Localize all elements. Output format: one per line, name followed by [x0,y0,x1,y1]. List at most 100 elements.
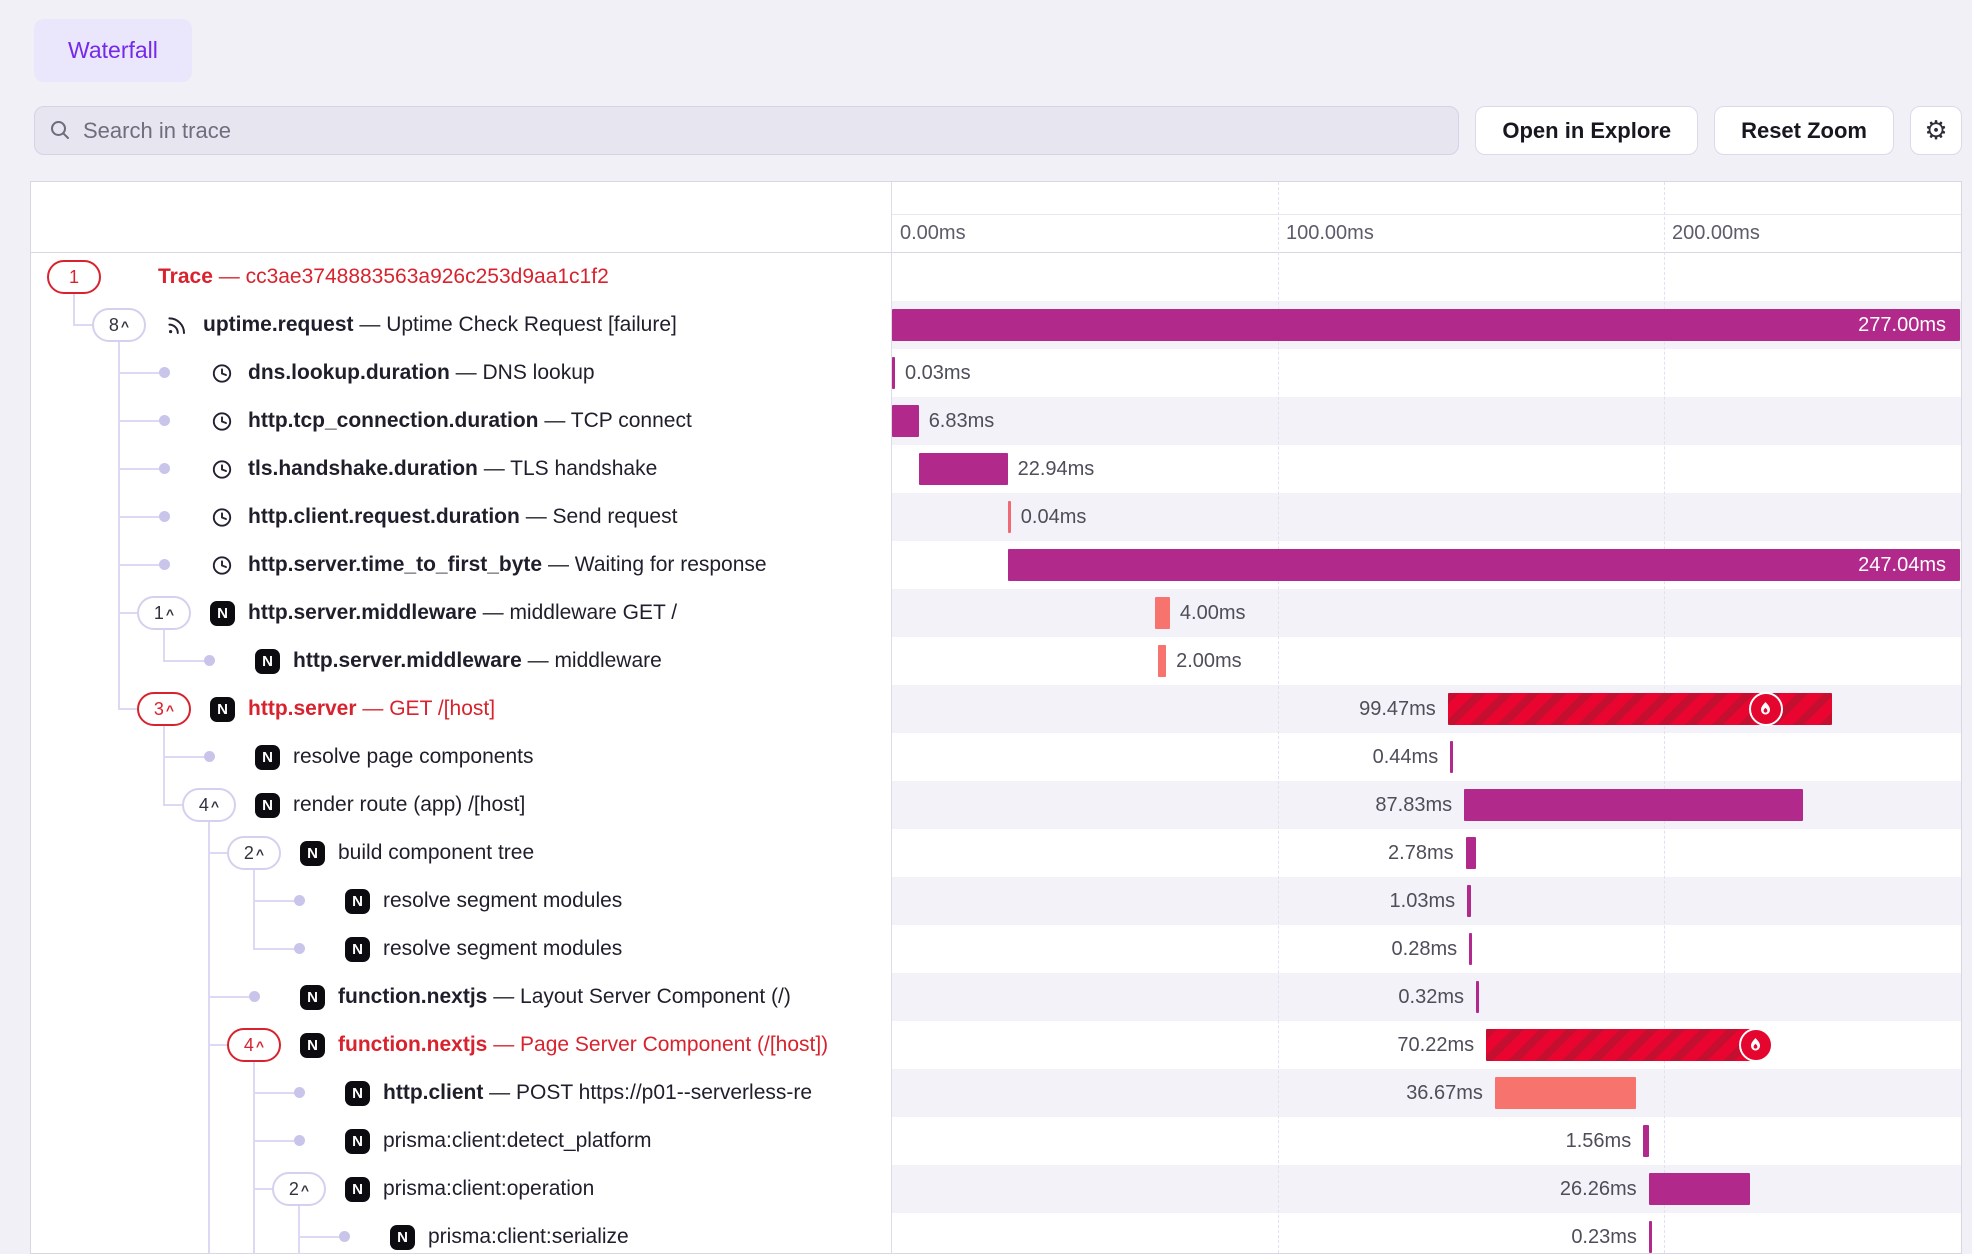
span-row[interactable]: 8 ^ uptime.request — Uptime Check Request … [31,301,1961,349]
tab-waterfall[interactable]: Waterfall [34,19,192,82]
duration-bar[interactable] [1494,1077,1637,1109]
duration-bar[interactable] [1643,1125,1650,1157]
span-row[interactable]: 1 Trace — cc3ae3748883563a926c253d9aa1c1f… [31,253,1961,301]
duration-bar[interactable] [1465,837,1477,869]
duration-bar[interactable] [1007,501,1011,533]
span-timeline-cell[interactable]: 0.03ms [891,349,1961,397]
span-row[interactable]: http.tcp_connection.duration — TCP conne… [31,397,1961,445]
span-row[interactable]: dns.lookup.duration — DNS lookup 0.03ms [31,349,1961,397]
span-timeline-cell[interactable]: 36.67ms [891,1069,1961,1117]
span-children-badge[interactable]: 1 [47,260,101,294]
span-timeline-cell[interactable]: 0.44ms [891,733,1961,781]
span-label: function.nextjs — Layout Server Componen… [338,985,791,1008]
span-timeline-cell[interactable]: 247.04ms [891,541,1961,589]
span-timeline-cell[interactable]: 22.94ms [891,445,1961,493]
span-timeline-cell[interactable] [891,253,1961,301]
duration-bar[interactable] [1158,645,1166,677]
span-label: build component tree [338,841,535,864]
open-in-explore-button[interactable]: Open in Explore [1475,106,1699,155]
span-timeline-cell[interactable]: 0.28ms [891,925,1961,973]
duration-bar[interactable] [1648,1173,1750,1205]
span-children-badge[interactable]: 4 ^ [182,788,236,822]
settings-button[interactable]: ⚙ [1910,106,1962,155]
span-timeline-cell[interactable]: 2.00ms [891,637,1961,685]
span-row[interactable]: tls.handshake.duration — TLS handshake 22… [31,445,1961,493]
span-timeline-cell[interactable]: 1.56ms [891,1117,1961,1165]
span-children-badge[interactable]: 2 ^ [272,1172,326,1206]
search-input[interactable] [34,106,1460,155]
span-timeline-cell[interactable]: 26.26ms [891,1165,1961,1213]
duration-bar[interactable] [1008,549,1960,581]
span-row[interactable]: http.server.time_to_first_byte — Waiting… [31,541,1961,589]
duration-bar[interactable] [919,453,1008,485]
span-tree-cell[interactable]: http.server.time_to_first_byte — Waiting… [31,541,891,589]
duration-bar[interactable] [1469,933,1473,965]
span-timeline-cell[interactable]: 99.47ms [891,685,1961,733]
span-timeline-cell[interactable]: 277.00ms [891,301,1961,349]
duration-bar[interactable] [1467,885,1472,917]
span-timeline-cell[interactable]: 6.83ms [891,397,1961,445]
span-tree-cell[interactable]: 8 ^ uptime.request — Uptime Check Request … [31,301,891,349]
span-timeline-cell[interactable]: 70.22ms [891,1021,1961,1069]
slow-span-flame-badge[interactable] [1748,692,1783,726]
span-timeline-cell[interactable]: 4.00ms [891,589,1961,637]
span-timeline-cell[interactable]: 1.03ms [891,877,1961,925]
duration-bar[interactable] [892,357,895,389]
duration-bar[interactable] [892,309,1960,341]
span-tree-cell[interactable]: http.tcp_connection.duration — TCP conne… [31,397,891,445]
span-row[interactable]: http.client.request.duration — Send requ… [31,493,1961,541]
span-timeline-cell[interactable]: 0.23ms [891,1213,1961,1253]
span-children-badge[interactable]: 1 ^ [137,596,191,630]
span-children-badge[interactable]: 2 ^ [227,836,281,870]
span-timeline-cell[interactable]: 87.83ms [891,781,1961,829]
reset-zoom-button[interactable]: Reset Zoom [1714,106,1894,155]
span-tree-cell[interactable]: dns.lookup.duration — DNS lookup [31,349,891,397]
span-tree-cell[interactable]: 1 Trace — cc3ae3748883563a926c253d9aa1c1f… [31,253,891,301]
span-children-badge[interactable]: 8 ^ [92,308,146,342]
slow-span-flame-badge[interactable] [1738,1028,1773,1062]
duration-bar[interactable] [1648,1221,1652,1253]
duration-bar[interactable] [1486,1029,1758,1061]
span-children-badge[interactable]: 3 ^ [137,692,191,726]
span-timeline-cell[interactable]: 0.04ms [891,493,1961,541]
span-children-badge[interactable]: 4 ^ [227,1028,281,1062]
duration-bar[interactable] [1154,597,1170,629]
duration-bar[interactable] [1476,981,1479,1013]
duration-bar[interactable] [892,405,919,437]
span-tree-cell[interactable]: http.client.request.duration — Send requ… [31,493,891,541]
span-tree-cell[interactable]: tls.handshake.duration — TLS handshake [31,445,891,493]
duration-bar[interactable] [1450,741,1454,773]
span-timeline-cell[interactable]: 0.32ms [891,973,1961,1021]
duration-bar[interactable] [1464,789,1804,821]
span-timeline-cell[interactable]: 2.78ms [891,829,1961,877]
separator-dash: — [455,361,477,384]
